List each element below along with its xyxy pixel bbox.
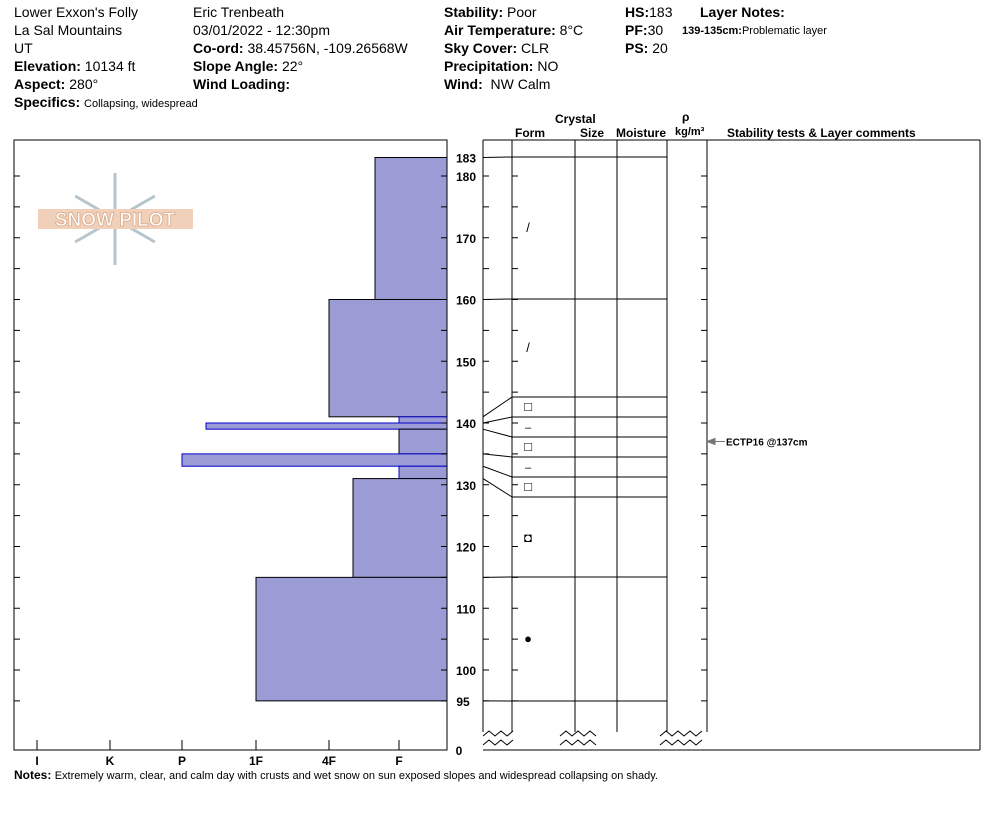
y-tick-label: 150 xyxy=(456,355,476,369)
crystal-header: Crystal xyxy=(555,112,596,126)
density-header: kg/m³ xyxy=(675,126,705,138)
coord: Co-ord: 38.45756N, -109.26568W xyxy=(193,40,408,56)
stability: Stability: Poor xyxy=(444,4,537,20)
form-header: Form xyxy=(515,126,545,140)
hardness-bar xyxy=(205,422,448,430)
hardness-bar xyxy=(181,453,448,467)
grain-form-symbol: □ xyxy=(524,399,532,414)
y-tick-label: 170 xyxy=(456,232,476,246)
grain-form-symbol: □ xyxy=(524,479,532,494)
y-label-bottom: 95 xyxy=(456,695,470,709)
y-label-ground: 0 xyxy=(456,744,463,758)
grain-form-symbol: / xyxy=(526,220,530,235)
hardness-bar xyxy=(398,428,448,455)
y-label-hs: 183 xyxy=(456,151,476,165)
observer: Eric Trenbeath xyxy=(193,4,285,20)
grain-form-symbol: ● xyxy=(524,631,532,646)
slope: Slope Angle: 22° xyxy=(193,58,304,74)
y-tick-label: 100 xyxy=(456,664,476,678)
layer-connector xyxy=(482,465,513,478)
y-tick-label: 130 xyxy=(456,479,476,493)
y-tick-label: 110 xyxy=(456,602,476,616)
x-tick-label: I xyxy=(35,754,38,768)
datetime: 03/01/2022 - 12:30pm xyxy=(193,22,330,38)
layer-connector xyxy=(482,478,513,498)
y-tick-label: 180 xyxy=(456,170,476,184)
grain-form-symbol: – xyxy=(525,422,532,434)
range: La Sal Mountains xyxy=(14,22,123,38)
grain-form-symbol: ◘ xyxy=(524,530,532,545)
grain-form-symbol: – xyxy=(525,462,532,474)
hardness-bar xyxy=(255,576,448,702)
layer-notes-title: Layer Notes: xyxy=(700,4,785,20)
notes: Notes: Extremely warm, clear, and calm d… xyxy=(14,768,658,782)
hardness-bar xyxy=(328,299,448,418)
rho-header: ρ xyxy=(682,110,690,124)
hardness-bar xyxy=(352,478,448,578)
moisture-header: Moisture xyxy=(616,126,667,140)
layer-connector xyxy=(482,298,513,300)
x-tick-label: P xyxy=(178,754,186,768)
location: Lower Exxon's Folly xyxy=(14,4,139,20)
axis-break xyxy=(482,730,703,746)
x-tick-label: F xyxy=(395,754,402,768)
sky-cover: Sky Cover: CLR xyxy=(444,40,550,56)
y-tick-label: 120 xyxy=(456,541,476,555)
ps: PS: 20 xyxy=(625,40,668,56)
test-arrow-icon xyxy=(705,437,725,446)
logo-banner xyxy=(38,209,193,229)
layer-connector xyxy=(482,428,513,438)
air-temp: Air Temperature: 8°C xyxy=(444,22,584,38)
y-tick-label: 160 xyxy=(456,294,476,308)
precipitation: Precipitation: NO xyxy=(444,58,559,74)
hardness-bar xyxy=(398,465,448,480)
elevation: Elevation: 10134 ft xyxy=(14,58,136,74)
grain-form-symbol: □ xyxy=(524,439,532,454)
grain-form-symbol: / xyxy=(526,340,530,355)
specifics: Specifics: Collapsing, widespread xyxy=(14,94,198,110)
layer-connector xyxy=(482,416,513,424)
y-tick-label: 140 xyxy=(456,417,476,431)
wind-loading: Wind Loading: xyxy=(193,76,291,92)
x-tick-label: 4F xyxy=(322,754,336,768)
layer-connector xyxy=(482,453,513,458)
layer-note: 139-135cm:Problematic layer xyxy=(682,25,827,37)
hardness-frame xyxy=(13,139,448,751)
state: UT xyxy=(14,40,33,56)
layer-connector xyxy=(482,396,513,418)
x-tick-label: K xyxy=(106,754,115,768)
wind: Wind: NW Calm xyxy=(444,76,551,92)
hardness-bar xyxy=(374,156,448,300)
tests-header: Stability tests & Layer comments xyxy=(727,126,916,140)
size-header: Size xyxy=(580,126,605,140)
logo-text: SNOW PILOT xyxy=(55,210,176,231)
aspect: Aspect: 280° xyxy=(14,76,99,92)
hs: HS:183 xyxy=(625,4,673,20)
hardness-bar xyxy=(398,416,448,424)
stability-test-label: ECTP16 @137cm xyxy=(726,438,808,449)
x-tick-label: 1F xyxy=(249,754,263,768)
pf: PF:30 xyxy=(625,22,664,38)
